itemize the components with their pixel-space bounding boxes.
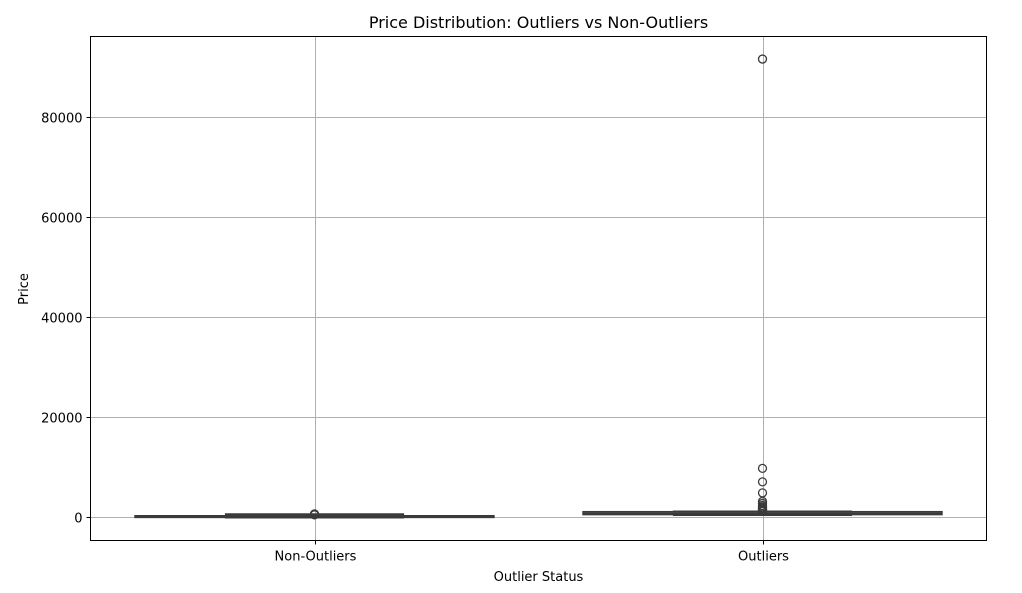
box-layer [134, 54, 943, 520]
x-tick-label: Outliers [738, 550, 789, 565]
flier-point [757, 463, 768, 474]
flier-point [757, 488, 768, 498]
flier-point [757, 477, 768, 487]
tick-layer: 0 20000 40000 60000 80000 Non-Outliers Outlier… [41, 112, 789, 565]
y-tick-label: 80000 [41, 112, 82, 127]
chart-title: Price Distribution: Outliers vs Non-Outl… [369, 13, 708, 32]
plot-frame [90, 36, 987, 541]
y-axis-label: Price [17, 273, 32, 305]
flier-point [757, 54, 768, 64]
grid-layer [90, 36, 987, 541]
y-tick-label: 20000 [41, 412, 82, 427]
y-tick-label: 40000 [41, 312, 82, 327]
x-axis-label: Outlier Status [494, 570, 584, 585]
y-tick-label: 0 [74, 512, 82, 527]
x-tick-label: Non-Outliers [275, 550, 357, 565]
flier-point [309, 509, 320, 519]
y-tick-label: 60000 [41, 212, 82, 227]
